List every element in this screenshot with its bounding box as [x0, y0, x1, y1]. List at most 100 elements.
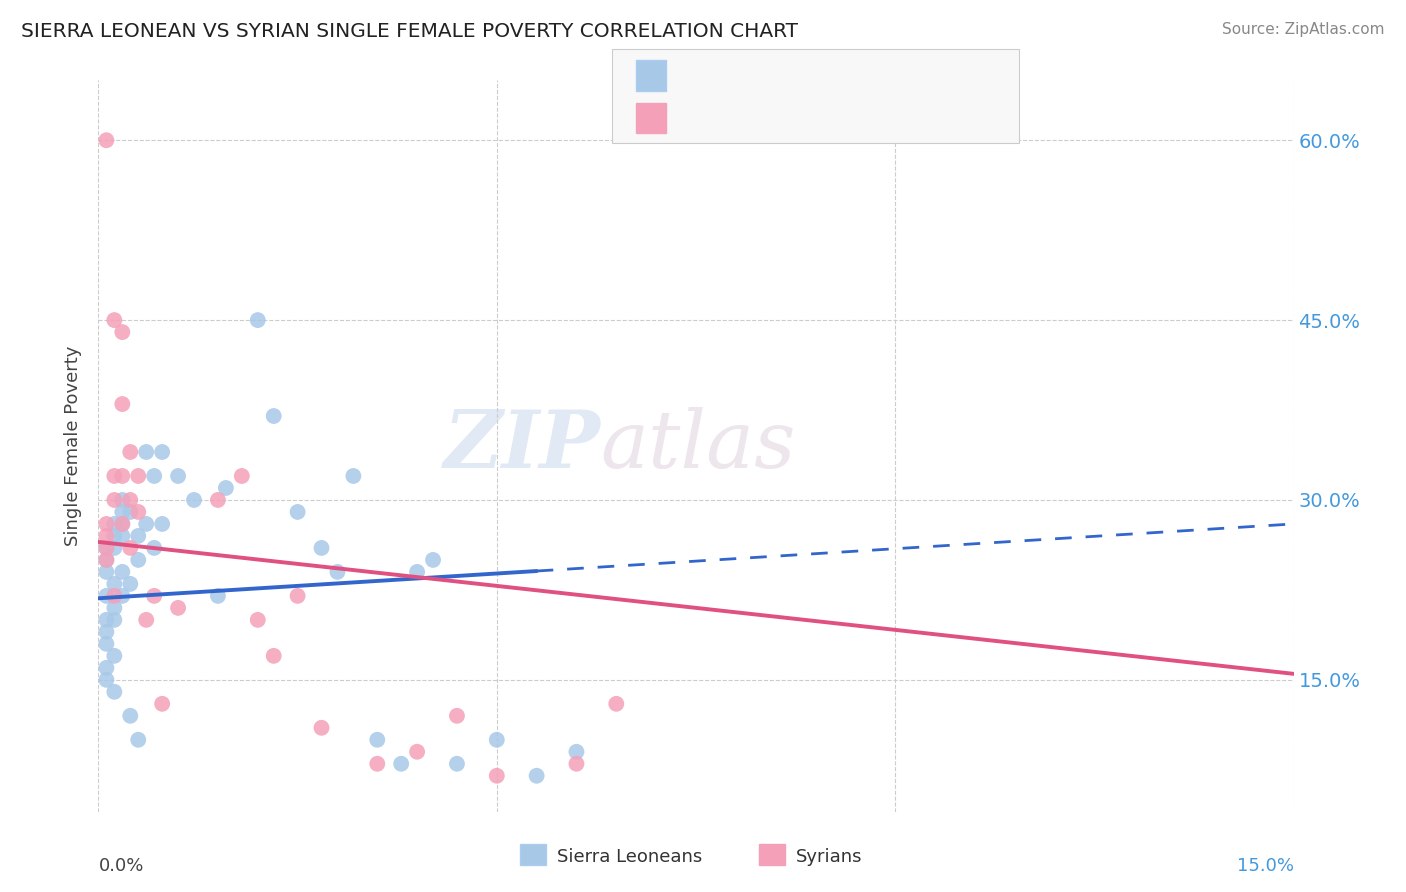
- Point: [143, 469, 166, 483]
- Point: [96, 541, 118, 555]
- Point: [120, 708, 142, 723]
- Point: [111, 505, 134, 519]
- Point: [111, 469, 134, 483]
- Point: [150, 516, 173, 531]
- Point: [103, 589, 125, 603]
- Text: 53: 53: [883, 66, 908, 84]
- Point: [342, 469, 364, 483]
- Point: [96, 637, 118, 651]
- Point: [446, 756, 468, 771]
- Point: [565, 756, 588, 771]
- Point: [231, 469, 253, 483]
- Point: [96, 673, 118, 687]
- Point: [246, 613, 269, 627]
- Point: [120, 505, 142, 519]
- Point: [111, 529, 134, 543]
- Point: [263, 409, 285, 423]
- Point: [103, 313, 125, 327]
- Point: [150, 445, 173, 459]
- Text: 0.0%: 0.0%: [98, 857, 143, 875]
- Point: [207, 492, 229, 507]
- Point: [605, 697, 627, 711]
- Point: [96, 565, 118, 579]
- Point: [111, 516, 134, 531]
- Text: atlas: atlas: [600, 408, 796, 484]
- Text: 15.0%: 15.0%: [1236, 857, 1294, 875]
- Point: [485, 732, 508, 747]
- Point: [96, 589, 118, 603]
- Point: [287, 505, 309, 519]
- Point: [96, 624, 118, 639]
- Point: [103, 600, 125, 615]
- Point: [127, 529, 149, 543]
- Point: [406, 745, 429, 759]
- Point: [263, 648, 285, 663]
- Point: [96, 133, 118, 147]
- Y-axis label: Single Female Poverty: Single Female Poverty: [65, 346, 83, 546]
- Point: [183, 492, 205, 507]
- Point: [135, 516, 157, 531]
- Point: [127, 505, 149, 519]
- Point: [215, 481, 238, 495]
- Point: [96, 661, 118, 675]
- Point: [127, 553, 149, 567]
- Point: [127, 469, 149, 483]
- Point: [96, 516, 118, 531]
- Text: SIERRA LEONEAN VS SYRIAN SINGLE FEMALE POVERTY CORRELATION CHART: SIERRA LEONEAN VS SYRIAN SINGLE FEMALE P…: [21, 22, 799, 41]
- Point: [207, 589, 229, 603]
- Point: [326, 565, 349, 579]
- Point: [143, 541, 166, 555]
- Point: [135, 613, 157, 627]
- Point: [127, 732, 149, 747]
- Text: R =: R =: [678, 66, 717, 84]
- Text: Sierra Leoneans: Sierra Leoneans: [557, 848, 702, 866]
- Point: [96, 529, 118, 543]
- Point: [311, 541, 333, 555]
- Text: N =: N =: [827, 108, 866, 126]
- Point: [389, 756, 412, 771]
- Point: [311, 721, 333, 735]
- Point: [103, 685, 125, 699]
- Point: [135, 445, 157, 459]
- Point: [366, 756, 388, 771]
- Point: [446, 708, 468, 723]
- Point: [111, 516, 134, 531]
- Point: [103, 541, 125, 555]
- Point: [246, 313, 269, 327]
- Point: [150, 697, 173, 711]
- Point: [103, 613, 125, 627]
- Point: [565, 745, 588, 759]
- Point: [96, 553, 118, 567]
- Point: [111, 397, 134, 411]
- Point: [103, 492, 125, 507]
- Point: [96, 613, 118, 627]
- Point: [366, 732, 388, 747]
- Point: [103, 516, 125, 531]
- Point: [143, 589, 166, 603]
- Text: Source: ZipAtlas.com: Source: ZipAtlas.com: [1222, 22, 1385, 37]
- Point: [120, 541, 142, 555]
- Text: ZIP: ZIP: [443, 408, 600, 484]
- Point: [103, 469, 125, 483]
- Point: [406, 565, 429, 579]
- Point: [111, 492, 134, 507]
- Point: [526, 769, 548, 783]
- Text: 0.127: 0.127: [734, 66, 797, 84]
- Point: [103, 529, 125, 543]
- Point: [96, 541, 118, 555]
- Text: N =: N =: [827, 66, 866, 84]
- Point: [111, 589, 134, 603]
- Point: [111, 565, 134, 579]
- Point: [485, 769, 508, 783]
- Point: [120, 445, 142, 459]
- Text: -0.150: -0.150: [734, 108, 799, 126]
- Text: 34: 34: [883, 108, 908, 126]
- Text: R =: R =: [678, 108, 717, 126]
- Point: [120, 577, 142, 591]
- Point: [167, 600, 190, 615]
- Point: [167, 469, 190, 483]
- Point: [111, 325, 134, 339]
- Point: [103, 577, 125, 591]
- Point: [103, 648, 125, 663]
- Point: [96, 553, 118, 567]
